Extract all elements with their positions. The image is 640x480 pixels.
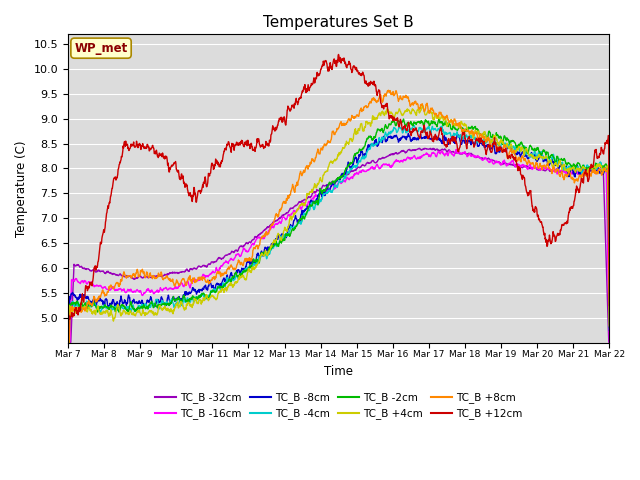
TC_B -16cm [452, 146, 460, 152]
TC_B -32cm [372, 160, 380, 166]
Text: WP_met: WP_met [74, 42, 127, 55]
TC_B +4cm [419, 103, 426, 108]
TC_B -4cm [128, 306, 136, 312]
TC_B -16cm [106, 287, 114, 293]
Line: TC_B +4cm: TC_B +4cm [68, 106, 609, 343]
TC_B -8cm [605, 327, 613, 333]
TC_B -8cm [128, 300, 136, 306]
TC_B -4cm [294, 221, 301, 227]
Legend: TC_B -32cm, TC_B -16cm, TC_B -8cm, TC_B -4cm, TC_B -2cm, TC_B +4cm, TC_B +8cm, T: TC_B -32cm, TC_B -16cm, TC_B -8cm, TC_B … [151, 388, 527, 423]
TC_B +12cm [372, 89, 380, 95]
TC_B -4cm [64, 340, 72, 346]
TC_B +8cm [294, 182, 301, 188]
TC_B +8cm [128, 275, 136, 280]
Line: TC_B -32cm: TC_B -32cm [68, 148, 609, 343]
TC_B -2cm [605, 324, 613, 330]
TC_B -16cm [372, 163, 380, 168]
TC_B +4cm [64, 340, 72, 346]
TC_B -32cm [605, 340, 613, 346]
TC_B +8cm [372, 98, 380, 104]
TC_B +12cm [315, 71, 323, 77]
TC_B -8cm [106, 300, 114, 306]
TC_B +12cm [335, 51, 342, 57]
Line: TC_B -4cm: TC_B -4cm [68, 125, 609, 343]
TC_B -16cm [128, 288, 136, 294]
TC_B -2cm [372, 132, 380, 137]
Title: Temperatures Set B: Temperatures Set B [263, 15, 414, 30]
TC_B -8cm [404, 131, 412, 136]
TC_B -32cm [128, 275, 136, 280]
TC_B +12cm [128, 143, 136, 149]
TC_B -32cm [106, 270, 114, 276]
TC_B -4cm [106, 304, 114, 310]
TC_B +4cm [128, 312, 136, 317]
TC_B +12cm [106, 200, 114, 206]
TC_B -2cm [64, 340, 72, 346]
TC_B +8cm [385, 87, 392, 93]
TC_B -16cm [605, 340, 613, 346]
TC_B -8cm [372, 136, 380, 142]
TC_B -32cm [64, 340, 72, 346]
TC_B +12cm [305, 87, 313, 93]
TC_B -8cm [64, 340, 72, 346]
TC_B +8cm [106, 285, 114, 291]
TC_B -2cm [106, 305, 114, 311]
TC_B -32cm [305, 194, 313, 200]
Line: TC_B +8cm: TC_B +8cm [68, 90, 609, 343]
TC_B +4cm [605, 323, 613, 329]
TC_B +12cm [294, 102, 301, 108]
TC_B -16cm [64, 340, 72, 346]
TC_B -8cm [294, 219, 301, 225]
TC_B +8cm [64, 340, 72, 346]
TC_B -32cm [315, 188, 323, 193]
TC_B -32cm [294, 202, 301, 207]
Line: TC_B +12cm: TC_B +12cm [68, 54, 609, 343]
X-axis label: Time: Time [324, 365, 353, 378]
TC_B +4cm [294, 206, 301, 212]
TC_B +12cm [605, 303, 613, 309]
TC_B -2cm [128, 303, 136, 309]
Line: TC_B -8cm: TC_B -8cm [68, 133, 609, 343]
TC_B +4cm [315, 180, 323, 186]
TC_B -4cm [315, 199, 323, 205]
TC_B +8cm [305, 163, 313, 169]
TC_B -16cm [305, 198, 313, 204]
Line: TC_B -16cm: TC_B -16cm [68, 149, 609, 343]
TC_B +8cm [315, 149, 323, 155]
TC_B -2cm [305, 204, 313, 209]
TC_B -2cm [294, 221, 301, 227]
TC_B -32cm [429, 145, 437, 151]
TC_B -2cm [435, 116, 443, 122]
TC_B +4cm [372, 115, 380, 120]
Y-axis label: Temperature (C): Temperature (C) [15, 140, 28, 237]
TC_B -4cm [605, 327, 613, 333]
TC_B +4cm [106, 312, 114, 318]
TC_B -4cm [372, 142, 380, 148]
TC_B -8cm [315, 193, 323, 199]
TC_B -16cm [294, 207, 301, 213]
TC_B +4cm [305, 191, 313, 196]
TC_B -2cm [315, 196, 323, 202]
TC_B -4cm [305, 208, 313, 214]
Line: TC_B -2cm: TC_B -2cm [68, 119, 609, 343]
TC_B -8cm [305, 204, 313, 210]
TC_B +12cm [64, 340, 72, 346]
TC_B -4cm [410, 122, 418, 128]
TC_B +8cm [605, 323, 613, 328]
TC_B -16cm [315, 192, 323, 198]
